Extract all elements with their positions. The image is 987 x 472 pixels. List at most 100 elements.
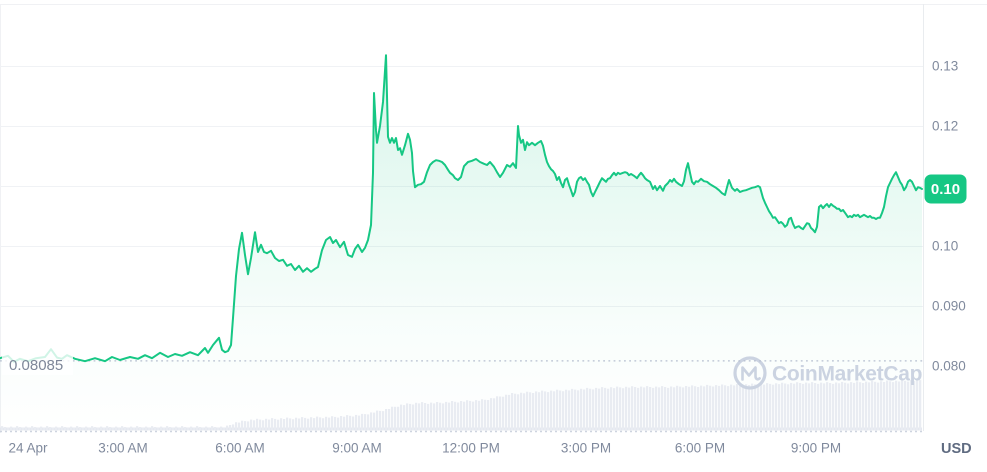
volume-bar bbox=[865, 381, 868, 431]
volume-bar bbox=[883, 382, 886, 431]
volume-bar bbox=[736, 384, 739, 431]
volume-bar bbox=[595, 387, 598, 431]
volume-bar bbox=[856, 381, 859, 431]
volume-bar bbox=[328, 417, 331, 431]
volume-bar bbox=[862, 383, 865, 431]
x-axis-label: 9:00 AM bbox=[332, 441, 382, 456]
x-axis-label: 3:00 PM bbox=[561, 441, 611, 456]
volume-bar bbox=[646, 386, 649, 431]
volume-bar bbox=[496, 396, 499, 431]
volume-bar bbox=[31, 426, 34, 431]
volume-bar bbox=[493, 398, 496, 431]
volume-bar bbox=[691, 385, 694, 431]
volume-bar bbox=[619, 387, 622, 431]
volume-bar bbox=[901, 380, 904, 431]
x-axis-label: 24 Apr bbox=[8, 441, 48, 456]
volume-bar bbox=[466, 400, 469, 431]
volume-bar bbox=[631, 386, 634, 431]
volume-bar bbox=[610, 387, 613, 431]
volume-bar bbox=[478, 400, 481, 431]
volume-bar bbox=[436, 402, 439, 431]
coinmarketcap-logo-icon bbox=[733, 356, 767, 390]
volume-bar bbox=[142, 427, 145, 431]
volume-bar bbox=[844, 382, 847, 431]
volume-bar bbox=[292, 419, 295, 431]
coinmarketcap-watermark: CoinMarketCap bbox=[733, 356, 922, 390]
volume-bar bbox=[382, 411, 385, 431]
volume-bar bbox=[871, 381, 874, 431]
volume-bar bbox=[160, 426, 163, 431]
volume-bar bbox=[463, 401, 466, 431]
price-line[interactable] bbox=[0, 54, 923, 363]
volume-bar bbox=[499, 396, 502, 431]
volume-bar bbox=[565, 389, 568, 431]
current-price-badge: 0.10 bbox=[924, 174, 967, 204]
current-price-badge-bg bbox=[924, 174, 967, 204]
volume-bar bbox=[787, 384, 790, 431]
volume-bar bbox=[313, 418, 316, 431]
volume-bar bbox=[130, 426, 133, 431]
volume-bar bbox=[106, 426, 109, 431]
volume-bar bbox=[859, 382, 862, 431]
volume-bar bbox=[181, 426, 184, 431]
volume-bar bbox=[265, 418, 268, 431]
volume-bar bbox=[91, 426, 94, 431]
volume-bar bbox=[706, 384, 709, 431]
volume-bar bbox=[250, 419, 253, 431]
volume-bar bbox=[802, 383, 805, 431]
volume-bar bbox=[562, 391, 565, 431]
volume-bar bbox=[136, 426, 139, 431]
volume-bar bbox=[649, 387, 652, 431]
volume-bar bbox=[526, 391, 529, 431]
volume-bar bbox=[163, 427, 166, 431]
volume-bar bbox=[391, 406, 394, 431]
volume-bar bbox=[256, 418, 259, 431]
volume-bar bbox=[295, 417, 298, 431]
volume-bar bbox=[769, 383, 772, 431]
volume-bar bbox=[712, 386, 715, 431]
volume-bar bbox=[676, 385, 679, 431]
volume-bar bbox=[49, 427, 52, 431]
y-axis-label: 0.12 bbox=[932, 119, 958, 134]
volume-bar bbox=[439, 402, 442, 431]
volume-bar bbox=[616, 386, 619, 431]
volume-bar bbox=[16, 426, 19, 431]
volume-bar bbox=[118, 427, 121, 431]
volume-bar bbox=[388, 409, 391, 431]
volume-bar bbox=[532, 393, 535, 431]
volume-bar bbox=[397, 406, 400, 431]
volume-bar bbox=[784, 383, 787, 431]
volume-bar bbox=[427, 403, 430, 431]
volume-bar bbox=[751, 383, 754, 431]
volume-bar bbox=[781, 382, 784, 431]
volume-bar bbox=[772, 384, 775, 431]
volume-bar bbox=[592, 389, 595, 431]
volume-bar bbox=[877, 382, 880, 431]
volume-bar bbox=[166, 426, 169, 431]
volume-bar bbox=[484, 399, 487, 431]
volume-bar bbox=[568, 390, 571, 431]
volume-bar bbox=[88, 427, 91, 431]
volume-bar bbox=[460, 401, 463, 431]
volume-bar bbox=[367, 414, 370, 431]
volume-bar bbox=[262, 420, 265, 431]
volume-bar bbox=[817, 383, 820, 431]
volume-bar bbox=[472, 401, 475, 431]
volume-bar bbox=[415, 402, 418, 431]
volume-bar bbox=[523, 393, 526, 431]
volume-bar bbox=[490, 398, 493, 431]
volume-bar bbox=[916, 379, 919, 431]
volume-bar bbox=[430, 402, 433, 431]
x-axis-label: 3:00 AM bbox=[98, 441, 148, 456]
volume-bar bbox=[721, 384, 724, 431]
volume-bar bbox=[61, 426, 64, 431]
volume-bar bbox=[340, 416, 343, 431]
volume-bar bbox=[778, 384, 781, 431]
volume-bar bbox=[790, 382, 793, 431]
volume-bar bbox=[505, 394, 508, 431]
y-axis-label: 0.10 bbox=[932, 239, 958, 254]
volume-bar bbox=[601, 387, 604, 431]
x-axis-labels: 24 Apr 3:00 AM 6:00 AM 9:00 AM 12:00 PM 3:00 … bbox=[8, 441, 841, 456]
volume-bar bbox=[451, 401, 454, 431]
